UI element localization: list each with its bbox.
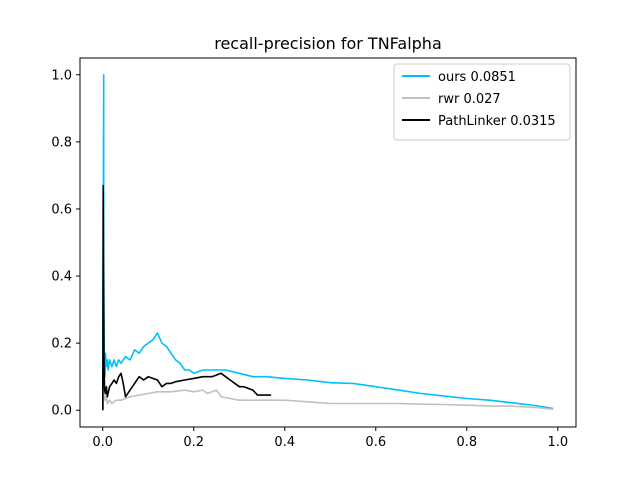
x-tick-label: 0.6 [365,435,386,450]
x-tick-label: 0.4 [274,435,295,450]
legend-label: PathLinker 0.0315 [438,114,556,129]
series-line-1 [102,389,554,411]
y-tick-label: 0.4 [51,270,72,285]
x-tick-label: 1.0 [547,435,568,450]
series-line-2 [102,184,272,411]
legend: ours 0.0851 rwr 0.027 PathLinker 0.0315 [393,63,571,141]
y-tick-label: 0.0 [51,404,72,419]
y-tick-label: 0.6 [51,202,72,217]
plot-lines [102,74,554,411]
legend-box [393,63,571,141]
plot-frame [79,57,577,428]
y-tick-label: 0.8 [51,135,72,150]
series-line-0 [102,74,554,411]
x-tick-label: 0.2 [183,435,204,450]
chart-title: recall-precision for TNFalpha [214,34,442,53]
legend-label: rwr 0.027 [438,92,501,107]
x-tick-label: 0.0 [92,435,113,450]
y-tick-label: 1.0 [51,68,72,83]
axis-ticks: 0.0 0.2 0.4 0.6 0.8 1.0 0.0 0.2 0.4 0.6 0.8 1.0 [51,68,568,450]
legend-label: ours 0.0851 [438,70,516,85]
y-tick-label: 0.2 [51,337,72,352]
x-tick-label: 0.8 [456,435,477,450]
